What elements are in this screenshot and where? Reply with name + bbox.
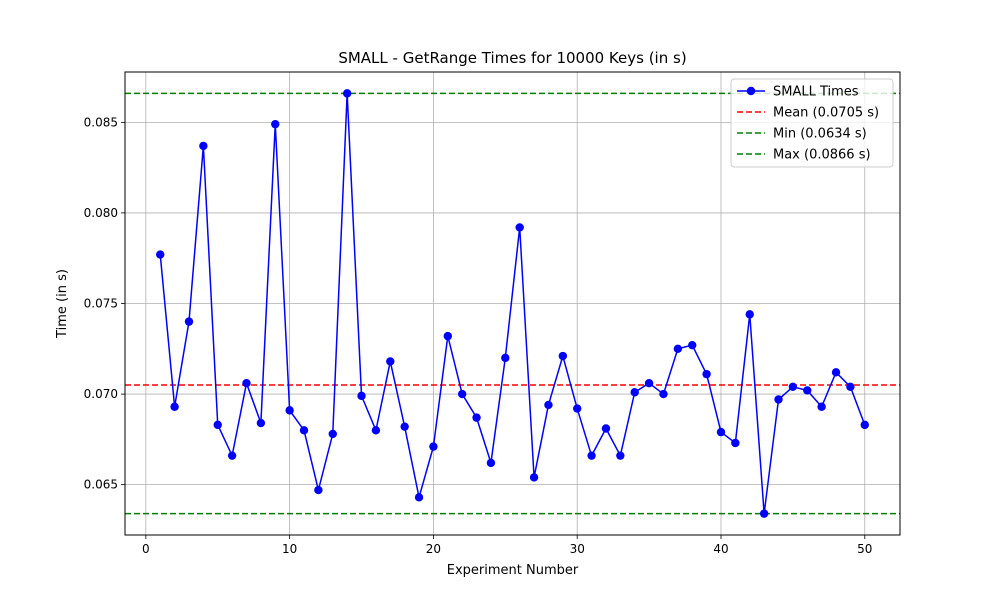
x-tick-label: 10: [282, 542, 297, 556]
data-point: [342, 89, 352, 98]
data-point: [242, 379, 251, 388]
y-tick-label: 0.075: [84, 297, 118, 311]
data-point: [573, 404, 582, 413]
data-point: [328, 429, 337, 439]
data-point: [213, 420, 222, 430]
data-point: [443, 331, 452, 341]
data-point: [285, 406, 294, 415]
x-tick-label: 30: [570, 542, 585, 556]
data-point: [256, 418, 266, 428]
x-axis-label: Experiment Number: [447, 563, 579, 578]
data-point: [846, 382, 855, 392]
data-point: [673, 344, 683, 353]
data-point: [457, 389, 467, 399]
data-point: [400, 422, 409, 431]
data-point: [659, 389, 668, 399]
y-axis-ticks: 0.065 0.070 0.075 0.080 0.085: [84, 115, 125, 492]
data-point: [529, 473, 539, 482]
data-point: [558, 351, 568, 361]
data-point: [831, 368, 841, 377]
data-point: [199, 141, 208, 151]
x-axis-ticks: 0 10 20 30 40 50: [142, 535, 872, 556]
legend-entry-label: Mean (0.0705 s): [773, 106, 879, 121]
data-point: [716, 427, 726, 437]
x-tick-label: 50: [857, 542, 872, 556]
data-point: [644, 379, 654, 388]
data-point: [184, 317, 194, 326]
data-point: [731, 438, 740, 448]
y-axis-label: Time (in s): [55, 269, 70, 339]
data-point: [271, 119, 280, 129]
legend-box: [730, 78, 894, 168]
data-point: [357, 391, 366, 401]
legend-marker: [746, 86, 756, 96]
data-point: [702, 369, 711, 379]
data-point: [386, 357, 395, 366]
data-point: [788, 382, 798, 392]
series-layer: [156, 89, 869, 518]
legend-entry-label: SMALL Times: [773, 85, 859, 100]
data-point: [429, 442, 438, 451]
x-tick-label: 20: [426, 542, 441, 556]
data-point: [803, 386, 812, 395]
data-point: [688, 340, 697, 350]
data-point: [774, 395, 783, 404]
data-point: [515, 223, 524, 232]
data-point: [616, 451, 625, 460]
legend-entry-label: Max (0.0866 s): [773, 148, 871, 163]
y-tick-label: 0.085: [84, 115, 118, 129]
data-point: [630, 388, 639, 397]
data-point: [745, 310, 754, 319]
data-point: [486, 458, 496, 468]
data-point: [227, 451, 237, 460]
chart-title: SMALL - GetRange Times for 10000 Keys (i…: [338, 49, 686, 67]
series-line: [159, 93, 866, 514]
data-point: [472, 413, 481, 422]
data-point: [156, 250, 165, 259]
x-tick-label: 40: [713, 542, 728, 556]
data-point: [170, 402, 179, 411]
data-point: [817, 402, 826, 411]
data-point: [759, 509, 769, 518]
data-point: [501, 353, 510, 363]
legend: SMALL Times Mean (0.0705 s) Min (0.0634 s)…: [730, 78, 894, 168]
data-point: [544, 400, 553, 410]
data-point: [860, 420, 869, 430]
y-tick-label: 0.080: [84, 206, 118, 220]
legend-entry-label: Min (0.0634 s): [773, 127, 867, 142]
data-point: [414, 493, 424, 502]
data-point: [601, 424, 611, 433]
x-tick-label: 0: [142, 542, 150, 556]
data-point: [587, 451, 596, 460]
y-tick-label: 0.065: [84, 478, 118, 492]
y-tick-label: 0.070: [84, 387, 118, 401]
data-point: [371, 426, 381, 435]
reference-lines: [125, 92, 900, 515]
data-point: [299, 426, 309, 435]
data-point: [314, 485, 323, 495]
